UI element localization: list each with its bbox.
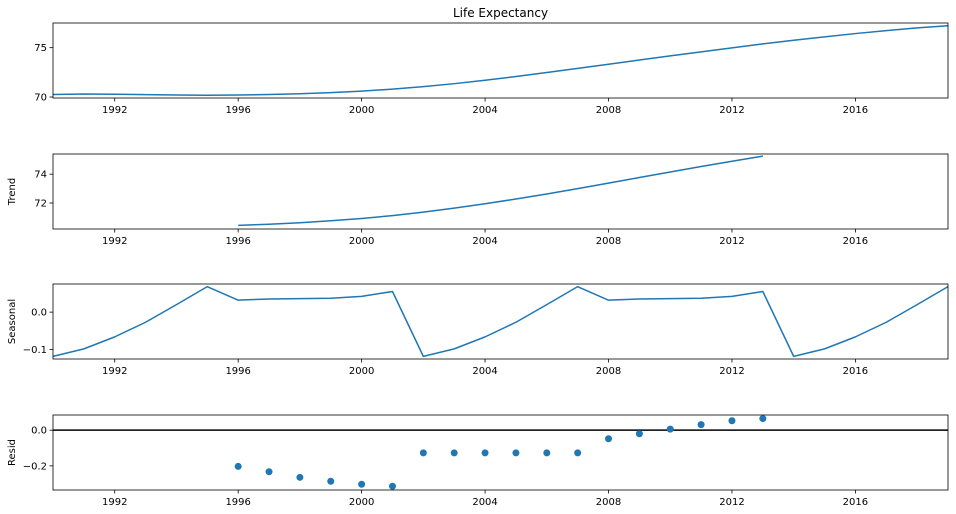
x-tick-label: 2000 bbox=[349, 105, 374, 116]
y-tick-label: 72 bbox=[34, 199, 47, 210]
x-tick-label: 2016 bbox=[843, 236, 868, 247]
x-tick-label: 1996 bbox=[225, 236, 250, 247]
data-point bbox=[666, 425, 674, 433]
x-tick-label: 2012 bbox=[719, 105, 744, 116]
x-tick-label: 2004 bbox=[472, 236, 497, 247]
x-tick-label: 2016 bbox=[843, 366, 868, 377]
x-tick-label: 2016 bbox=[843, 497, 868, 508]
data-point bbox=[512, 449, 520, 457]
y-tick-label: 75 bbox=[34, 43, 47, 54]
axes-frame bbox=[52, 153, 949, 230]
x-tick-label: 2008 bbox=[596, 105, 621, 116]
data-point bbox=[574, 449, 582, 457]
data-point bbox=[635, 430, 643, 438]
data-point bbox=[265, 468, 273, 476]
data-point bbox=[234, 462, 242, 470]
data-point bbox=[481, 449, 489, 457]
y-axis-title: Seasonal bbox=[7, 299, 18, 344]
x-tick-label: 2000 bbox=[349, 366, 374, 377]
y-tick-label: −0.2 bbox=[23, 461, 47, 472]
panel-seasonal: 1992 1996 2000 2004 2008 2012 2016 0.0 −0.1 Seaso… bbox=[7, 283, 949, 377]
y-tick-label: 70 bbox=[34, 93, 47, 104]
x-tick-label: 1992 bbox=[102, 105, 127, 116]
data-point bbox=[388, 482, 396, 490]
panel-observed: Life Expectancy 1992 1996 2000 2004 2008 2012… bbox=[34, 6, 949, 116]
x-tick-label: 2004 bbox=[472, 366, 497, 377]
data-point bbox=[759, 415, 767, 423]
x-tick-label: 2000 bbox=[349, 497, 374, 508]
y-tick-label: 74 bbox=[34, 170, 47, 181]
panel-resid: 1992 1996 2000 2004 2008 2012 2016 0.0 −0.2 Resid bbox=[7, 414, 949, 508]
x-tick-label: 2016 bbox=[843, 105, 868, 116]
x-tick-label: 1992 bbox=[102, 497, 127, 508]
data-point bbox=[450, 449, 458, 457]
x-tick-label: 1996 bbox=[225, 105, 250, 116]
y-tick-label: 0.0 bbox=[31, 426, 47, 437]
y-axis-title: Resid bbox=[7, 439, 18, 466]
x-tick-label: 2004 bbox=[472, 497, 497, 508]
data-point bbox=[728, 417, 736, 425]
data-point bbox=[419, 449, 427, 457]
x-tick-label: 2012 bbox=[719, 366, 744, 377]
axes-frame bbox=[52, 22, 949, 99]
x-tick-label: 1992 bbox=[102, 366, 127, 377]
data-point bbox=[605, 435, 613, 443]
panel-trend: 1992 1996 2000 2004 2008 2012 2016 72 74 Trend bbox=[7, 153, 949, 247]
data-point bbox=[697, 421, 705, 429]
series-line bbox=[52, 285, 949, 358]
x-tick-label: 2012 bbox=[719, 497, 744, 508]
data-point bbox=[358, 480, 366, 488]
series-line bbox=[52, 25, 949, 96]
y-tick-label: −0.1 bbox=[23, 345, 47, 356]
x-tick-label: 2008 bbox=[596, 236, 621, 247]
x-tick-label: 1996 bbox=[225, 497, 250, 508]
series-line bbox=[238, 155, 763, 227]
x-tick-label: 2008 bbox=[596, 366, 621, 377]
axes-frame bbox=[52, 283, 949, 360]
data-point bbox=[543, 449, 551, 457]
x-tick-label: 2000 bbox=[349, 236, 374, 247]
x-tick-label: 2008 bbox=[596, 497, 621, 508]
x-tick-label: 2012 bbox=[719, 236, 744, 247]
axes-frame bbox=[52, 414, 949, 491]
chart-title: Life Expectancy bbox=[453, 6, 548, 20]
x-tick-label: 1992 bbox=[102, 236, 127, 247]
x-tick-label: 2004 bbox=[472, 105, 497, 116]
y-axis-title: Trend bbox=[7, 178, 18, 206]
data-point bbox=[327, 477, 335, 485]
y-tick-label: 0.0 bbox=[31, 308, 47, 319]
x-tick-label: 1996 bbox=[225, 366, 250, 377]
data-point bbox=[296, 473, 304, 481]
